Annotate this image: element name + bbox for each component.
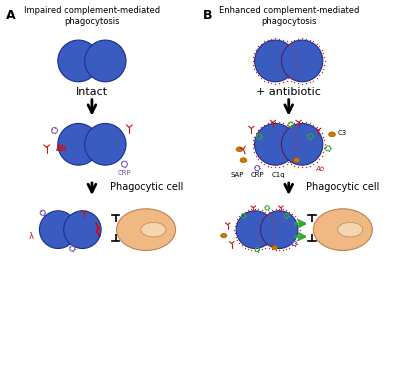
Ellipse shape (338, 222, 363, 237)
Circle shape (40, 211, 77, 248)
Text: Impaired complement-mediated
phagocytosis: Impaired complement-mediated phagocytosi… (24, 6, 160, 26)
Text: C3: C3 (338, 130, 347, 137)
Circle shape (64, 211, 101, 248)
Text: Enhanced complement-mediated
phagocytosis: Enhanced complement-mediated phagocytosi… (218, 6, 359, 26)
Ellipse shape (116, 209, 176, 251)
Circle shape (255, 40, 296, 82)
Text: Phagocytic cell: Phagocytic cell (110, 182, 183, 192)
Ellipse shape (220, 233, 227, 238)
Text: CRP: CRP (118, 170, 131, 176)
Text: CRP: CRP (250, 172, 264, 178)
Circle shape (282, 123, 323, 165)
Ellipse shape (236, 147, 243, 152)
Ellipse shape (240, 158, 247, 163)
Text: B: B (203, 9, 213, 22)
Ellipse shape (293, 158, 300, 163)
Circle shape (85, 123, 126, 165)
Circle shape (58, 40, 99, 82)
Text: C1q: C1q (272, 172, 286, 178)
Ellipse shape (313, 209, 372, 251)
Circle shape (236, 211, 274, 248)
Circle shape (282, 40, 323, 82)
Text: A: A (6, 9, 16, 22)
Circle shape (255, 123, 296, 165)
Text: + antibiotic: + antibiotic (256, 87, 321, 97)
Text: Ab: Ab (316, 166, 325, 172)
Text: λ: λ (29, 232, 34, 241)
Circle shape (260, 211, 298, 248)
Circle shape (85, 40, 126, 82)
Ellipse shape (328, 132, 336, 137)
Ellipse shape (272, 246, 278, 250)
Text: Intact: Intact (76, 87, 108, 97)
Ellipse shape (141, 222, 166, 237)
Text: $\bf{Ab}$: $\bf{Ab}$ (54, 142, 68, 153)
Circle shape (58, 123, 99, 165)
Text: Phagocytic cell: Phagocytic cell (306, 182, 380, 192)
Text: SAP: SAP (231, 172, 244, 178)
